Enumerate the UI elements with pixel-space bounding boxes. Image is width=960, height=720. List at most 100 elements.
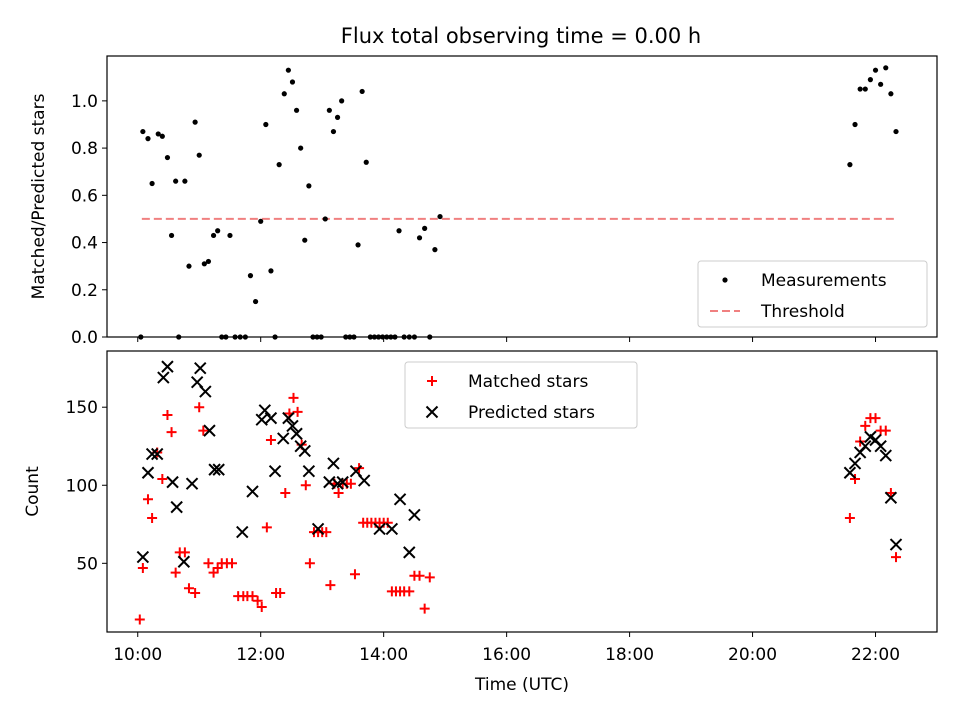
predicted-stars-marker: [157, 371, 170, 384]
measurements-marker: [888, 91, 894, 97]
measurements-marker: [285, 67, 291, 73]
measurements-marker: [192, 119, 198, 125]
predicted-stars-marker: [302, 464, 316, 478]
matched-stars-marker: [404, 586, 415, 597]
matched-stars-marker: [142, 494, 153, 505]
measurements-marker: [289, 79, 296, 85]
matched-stars-marker: [265, 434, 276, 445]
measurements-marker: [872, 67, 879, 73]
measurements-marker: [422, 225, 428, 231]
y-tick-label: 50: [76, 554, 98, 574]
predicted-stars-marker: [843, 466, 857, 479]
plot-frame: [106, 55, 938, 338]
predicted-stars-marker: [373, 522, 386, 536]
measurements-marker: [227, 232, 233, 239]
y-tick-label: 0.4: [71, 234, 98, 254]
predicted-stars-marker: [403, 546, 416, 559]
legend-label-matched-stars: Matched stars: [468, 372, 588, 392]
measurements-marker: [268, 268, 274, 274]
figure-title: Flux total observing time = 0.00 h: [341, 24, 701, 48]
measurements-marker: [302, 237, 308, 243]
legend-box: [404, 361, 638, 429]
measurements-marker: [322, 216, 328, 222]
predicted-stars-marker: [336, 475, 349, 489]
matched-stars-marker: [194, 402, 205, 413]
predicted-stars-marker: [258, 404, 272, 417]
measurements-marker: [330, 128, 337, 135]
measurements-marker: [396, 228, 402, 234]
predicted-stars-marker: [298, 444, 311, 458]
predicted-stars-marker: [166, 475, 179, 489]
predicted-stars-marker: [136, 550, 150, 564]
legend-label-measurements: Measurements: [761, 271, 887, 291]
measurements-marker: [298, 145, 304, 151]
predicted-stars-marker: [212, 463, 225, 476]
predicted-stars-marker: [170, 500, 183, 514]
matched-stars-marker: [203, 558, 214, 569]
measurements-marker: [862, 86, 868, 92]
matched-stars-marker: [247, 591, 258, 602]
measurements-marker: [247, 273, 254, 279]
matched-stars-marker: [183, 583, 194, 594]
matched-stars-marker: [325, 580, 336, 591]
measurements-marker: [359, 88, 365, 95]
matched-stars-marker: [227, 558, 238, 569]
measurements-marker: [210, 232, 217, 239]
y-tick-label: 1.0: [71, 92, 98, 112]
matched-stars-marker: [345, 478, 356, 489]
measurements-marker: [355, 242, 361, 248]
matched-stars-marker: [261, 522, 272, 533]
predicted-stars-marker: [357, 474, 371, 487]
predicted-stars-marker: [194, 361, 207, 375]
x-tick-label: 16:00: [482, 645, 531, 665]
predicted-stars-marker: [848, 457, 862, 470]
predicted-stars-marker: [236, 525, 249, 539]
legend-box: [697, 260, 928, 328]
predicted-stars-marker: [408, 508, 421, 522]
matched-stars-marker: [850, 474, 861, 485]
predicted-stars-marker: [141, 466, 155, 479]
predicted-stars-marker: [290, 427, 303, 440]
measurements-marker: [847, 162, 853, 168]
matched-stars-marker: [300, 480, 311, 491]
matched-stars-marker: [137, 562, 148, 573]
legend: Matched stars Predicted stars: [404, 361, 638, 429]
matched-stars-marker: [179, 547, 190, 558]
measurements-marker: [263, 121, 269, 128]
matched-stars-marker: [424, 572, 435, 583]
predicted-stars-marker: [277, 432, 290, 445]
measurements-marker: [215, 228, 221, 234]
measurements-marker: [159, 133, 165, 139]
measurements-marker: [883, 65, 889, 71]
predicted-stars-marker: [286, 419, 299, 433]
matched-stars-marker: [349, 569, 360, 580]
matched-stars-marker: [190, 587, 201, 598]
measurements-marker: [205, 258, 212, 265]
y-tick-label: 0.8: [71, 139, 98, 159]
x-tick-label: 22:00: [851, 645, 900, 665]
predicted-stars-marker: [203, 424, 216, 437]
predicted-stars-marker: [208, 463, 221, 476]
plot-frame: [106, 350, 938, 633]
matched-stars-marker: [321, 527, 332, 538]
measurements-marker: [145, 136, 151, 142]
measurements-marker: [281, 91, 287, 97]
measurements-marker: [416, 235, 423, 241]
matched-stars-marker: [288, 392, 299, 403]
measurements-marker: [363, 159, 369, 165]
predicted-stars-marker: [177, 555, 191, 568]
matched-stars-marker: [844, 513, 855, 524]
measurements-marker: [155, 131, 161, 137]
matched-stars-marker: [252, 595, 263, 606]
y-tick-label: 0.6: [71, 186, 98, 206]
measurements-marker: [334, 114, 341, 120]
measurements-marker: [437, 213, 443, 220]
matched-stars-marker: [170, 567, 181, 578]
x-tick-label: 20:00: [728, 645, 777, 665]
matched-stars-marker: [414, 570, 425, 581]
measurements-marker: [893, 128, 899, 135]
matched-stars-series: [134, 392, 902, 625]
predicted-stars-marker: [425, 405, 439, 419]
predicted-stars-marker: [327, 457, 340, 470]
